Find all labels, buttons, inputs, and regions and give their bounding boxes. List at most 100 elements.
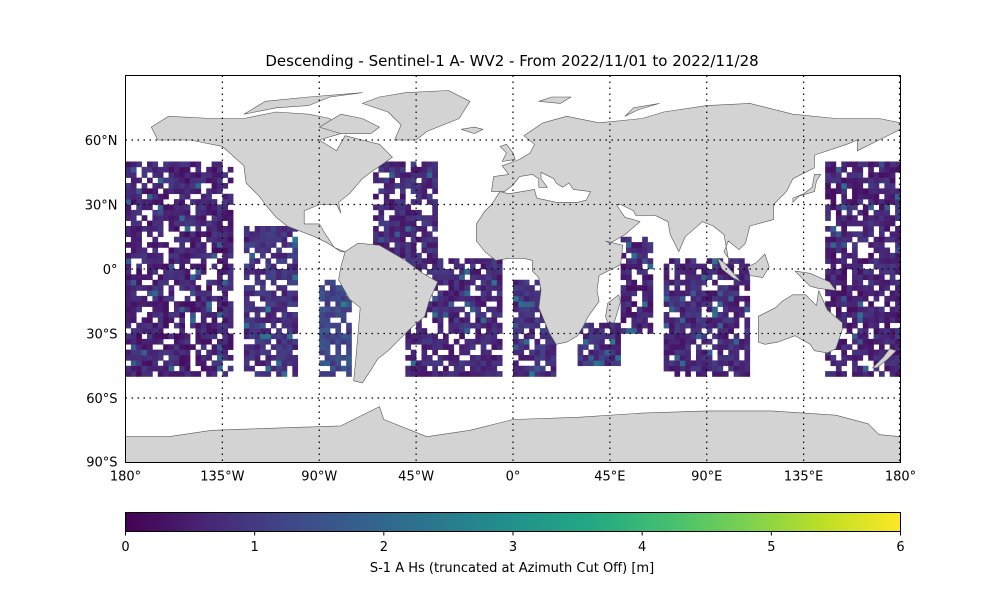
data-cell xyxy=(722,355,729,361)
data-cell xyxy=(222,295,229,302)
data-cell xyxy=(459,274,465,281)
data-cell xyxy=(416,199,422,205)
data-cell xyxy=(254,333,261,340)
data-cell xyxy=(868,226,874,232)
data-cell xyxy=(496,258,503,264)
data-cell xyxy=(157,199,164,205)
data-cell xyxy=(330,285,336,291)
data-cell xyxy=(459,365,465,372)
data-cell xyxy=(324,279,331,286)
data-cell xyxy=(733,317,740,324)
data-cell xyxy=(136,328,142,334)
data-cell xyxy=(179,360,186,367)
data-cell xyxy=(211,349,218,356)
data-cell xyxy=(846,344,853,350)
data-cell xyxy=(550,344,557,350)
data-cell xyxy=(292,236,299,243)
data-cell xyxy=(152,338,159,345)
data-cell xyxy=(685,258,691,264)
data-cell xyxy=(249,322,255,329)
data-cell xyxy=(884,263,891,270)
data-cell xyxy=(260,290,266,297)
data-cell xyxy=(889,220,896,227)
data-cell xyxy=(588,333,595,340)
data-cell xyxy=(405,231,412,238)
data-cell xyxy=(631,279,638,286)
data-cell xyxy=(130,177,137,184)
data-cell xyxy=(195,322,202,329)
data-cell xyxy=(868,355,874,361)
data-cell xyxy=(200,344,207,350)
data-cell xyxy=(722,328,729,334)
data-cell xyxy=(184,247,191,254)
data-cell xyxy=(685,317,691,324)
data-cell xyxy=(421,231,428,238)
data-cell xyxy=(173,269,180,275)
data-cell xyxy=(340,290,347,297)
data-cell xyxy=(722,360,729,367)
data-cell xyxy=(529,333,535,340)
data-cell xyxy=(147,263,153,270)
data-cell xyxy=(147,166,153,173)
data-cell xyxy=(190,188,196,195)
data-cell xyxy=(529,328,535,334)
data-cell xyxy=(416,236,422,243)
data-cell xyxy=(889,338,896,345)
data-cell xyxy=(830,258,837,264)
data-cell xyxy=(841,285,847,291)
data-cell xyxy=(184,355,191,361)
data-cell xyxy=(878,220,885,227)
data-cell xyxy=(647,328,654,334)
data-cell xyxy=(733,333,740,340)
data-cell xyxy=(243,344,250,350)
data-cell xyxy=(200,204,207,211)
data-cell xyxy=(243,365,250,372)
data-cell xyxy=(416,193,422,200)
data-cell xyxy=(475,333,482,340)
data-cell xyxy=(227,263,234,270)
data-cell xyxy=(195,301,202,307)
data-cell xyxy=(486,295,492,302)
data-cell xyxy=(270,301,277,307)
data-cell xyxy=(599,344,605,350)
data-cell xyxy=(513,360,519,367)
data-cell xyxy=(846,199,853,205)
data-cell xyxy=(835,236,842,243)
data-cell xyxy=(862,317,869,324)
data-cell xyxy=(728,285,734,291)
data-cell xyxy=(685,338,691,345)
data-cell xyxy=(690,317,697,324)
data-cell xyxy=(642,290,648,297)
data-cell xyxy=(340,312,347,318)
data-cell xyxy=(518,301,525,307)
data-cell xyxy=(518,371,525,377)
data-cell xyxy=(539,371,546,377)
data-cell xyxy=(179,301,186,307)
data-cell xyxy=(448,274,455,281)
data-cell xyxy=(416,338,422,345)
data-cell xyxy=(846,172,853,178)
data-cell xyxy=(620,328,627,334)
data-cell xyxy=(647,290,654,297)
data-cell xyxy=(889,193,896,200)
data-cell xyxy=(163,193,169,200)
data-cell xyxy=(857,301,864,307)
data-cell xyxy=(475,258,482,264)
data-cell xyxy=(286,231,293,238)
data-cell xyxy=(216,312,223,318)
data-cell xyxy=(701,338,708,345)
data-cell xyxy=(173,301,180,307)
data-cell xyxy=(706,338,713,345)
data-cell xyxy=(663,349,670,356)
data-cell xyxy=(405,365,412,372)
data-cell xyxy=(130,193,137,200)
data-cell xyxy=(846,231,853,238)
data-cell xyxy=(889,231,896,238)
data-cell xyxy=(281,231,288,238)
data-cell xyxy=(211,231,218,238)
data-cell xyxy=(265,301,272,307)
data-cell xyxy=(669,333,675,340)
data-cell xyxy=(157,166,164,173)
data-cell xyxy=(830,226,837,232)
data-cell xyxy=(265,338,272,345)
